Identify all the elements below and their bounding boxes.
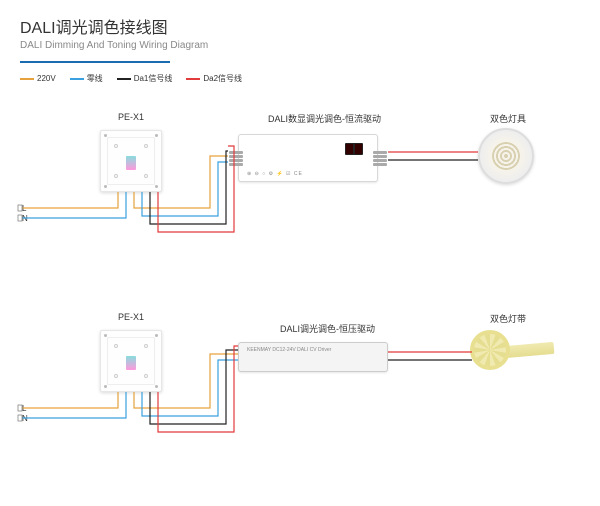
strip-coil-icon: [470, 330, 510, 370]
legend-label: Da1信号线: [134, 73, 173, 84]
dual-color-downlight-icon: [478, 128, 534, 184]
diagram-section-strip: PE-X1 DALI调光调色-恒压驱动 双色灯带 KEENMAY DC12-24…: [0, 294, 600, 474]
title-cn: DALI调光调色接线图: [20, 14, 580, 38]
mains-l-label: L: [22, 404, 26, 413]
digit-display-icon: [345, 143, 363, 155]
driver-constant-voltage: KEENMAY DC12-24V DALI CV Driver: [238, 342, 388, 372]
panel-screen-icon: [126, 156, 136, 170]
cert-icons: ⊕ ⊖ ○ ⚙ ⚡ ☑ CE: [247, 171, 303, 177]
driver-print: KEENMAY DC12-24V DALI CV Driver: [247, 347, 379, 367]
legend-swatch: [20, 78, 34, 80]
dual-color-led-strip-icon: [470, 330, 550, 370]
legend-item: Da1信号线: [117, 73, 173, 84]
panel-screen-icon: [126, 356, 136, 370]
strip-tail-icon: [504, 342, 555, 358]
driver-label: DALI数显调光调色-恒流驱动: [268, 112, 381, 125]
load-label: 双色灯具: [490, 112, 526, 125]
panel-label: PE-X1: [118, 312, 144, 322]
mains-n-label: N: [22, 414, 28, 423]
mains-n-label: N: [22, 214, 28, 223]
legend-swatch: [117, 78, 131, 80]
legend-label: 220V: [37, 74, 56, 83]
terminal-block-icon: [373, 150, 387, 166]
panel-inner: [107, 137, 155, 185]
driver-constant-current: ⊕ ⊖ ○ ⚙ ⚡ ☑ CE: [238, 134, 378, 182]
legend-label: 零线: [87, 73, 103, 84]
downlight-grill-icon: [492, 142, 520, 170]
title-en: DALI Dimming And Toning Wiring Diagram: [20, 40, 580, 51]
legend-swatch: [70, 78, 84, 80]
legend-item: 220V: [20, 74, 56, 83]
diagram-section-fixture: PE-X1 DALI数显调光调色-恒流驱动 双色灯具 ⊕ ⊖ ○ ⚙ ⚡ ☑ C…: [0, 94, 600, 274]
legend-label: Da2信号线: [203, 73, 242, 84]
legend-item: Da2信号线: [186, 73, 242, 84]
control-panel: [100, 130, 162, 192]
panel-label: PE-X1: [118, 112, 144, 122]
terminal-block-icon: [229, 150, 243, 166]
mains-l-label: L: [22, 204, 26, 213]
legend: 220V 零线 Da1信号线 Da2信号线: [0, 63, 600, 94]
panel-inner: [107, 337, 155, 385]
legend-item: 零线: [70, 73, 103, 84]
legend-swatch: [186, 78, 200, 80]
driver-label: DALI调光调色-恒压驱动: [280, 322, 375, 335]
control-panel: [100, 330, 162, 392]
load-label: 双色灯带: [490, 312, 526, 325]
